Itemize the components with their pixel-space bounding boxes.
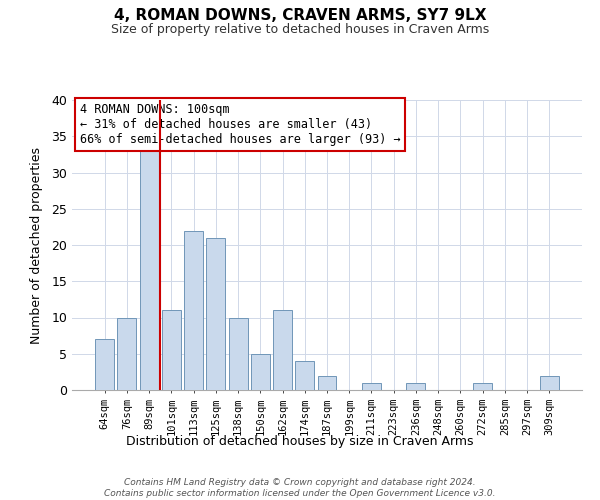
Bar	[251, 354, 270, 390]
Bar	[206, 238, 225, 390]
Bar	[540, 376, 559, 390]
Text: 4, ROMAN DOWNS, CRAVEN ARMS, SY7 9LX: 4, ROMAN DOWNS, CRAVEN ARMS, SY7 9LX	[114, 8, 486, 22]
Y-axis label: Number of detached properties: Number of detached properties	[30, 146, 43, 344]
Bar	[118, 318, 136, 390]
Bar	[162, 310, 181, 390]
Bar	[95, 339, 114, 390]
Bar	[406, 383, 425, 390]
Text: Size of property relative to detached houses in Craven Arms: Size of property relative to detached ho…	[111, 22, 489, 36]
Text: 4 ROMAN DOWNS: 100sqm
← 31% of detached houses are smaller (43)
66% of semi-deta: 4 ROMAN DOWNS: 100sqm ← 31% of detached …	[80, 103, 400, 146]
Bar	[295, 361, 314, 390]
Bar	[362, 383, 381, 390]
Bar	[140, 151, 158, 390]
Bar	[473, 383, 492, 390]
Bar	[229, 318, 248, 390]
Bar	[184, 230, 203, 390]
Bar	[273, 310, 292, 390]
Bar	[317, 376, 337, 390]
Text: Distribution of detached houses by size in Craven Arms: Distribution of detached houses by size …	[126, 435, 474, 448]
Text: Contains HM Land Registry data © Crown copyright and database right 2024.
Contai: Contains HM Land Registry data © Crown c…	[104, 478, 496, 498]
